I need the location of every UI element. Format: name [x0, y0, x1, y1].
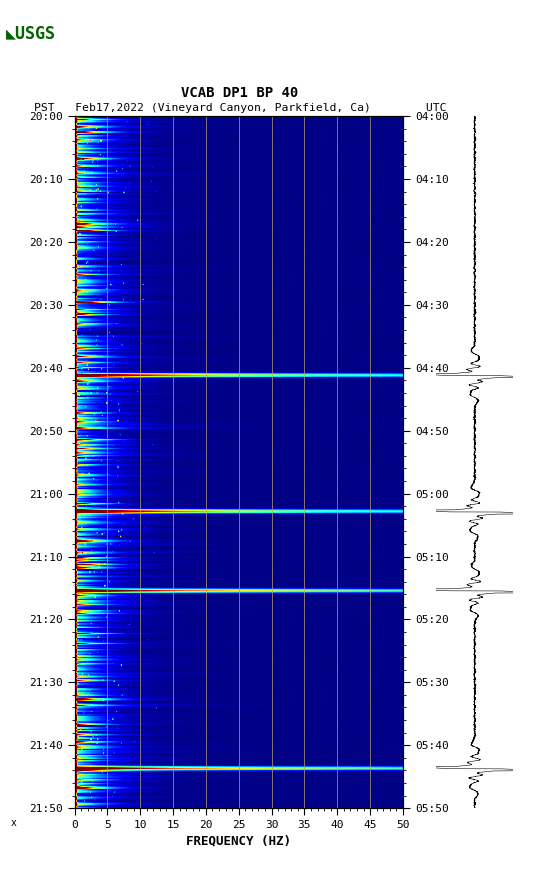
X-axis label: FREQUENCY (HZ): FREQUENCY (HZ) — [186, 834, 291, 847]
Text: VCAB DP1 BP 40: VCAB DP1 BP 40 — [182, 86, 299, 100]
Text: ◣USGS: ◣USGS — [6, 24, 56, 43]
Text: PST   Feb17,2022 (Vineyard Canyon, Parkfield, Ca)        UTC: PST Feb17,2022 (Vineyard Canyon, Parkfie… — [34, 103, 447, 113]
Text: x: x — [11, 818, 17, 828]
